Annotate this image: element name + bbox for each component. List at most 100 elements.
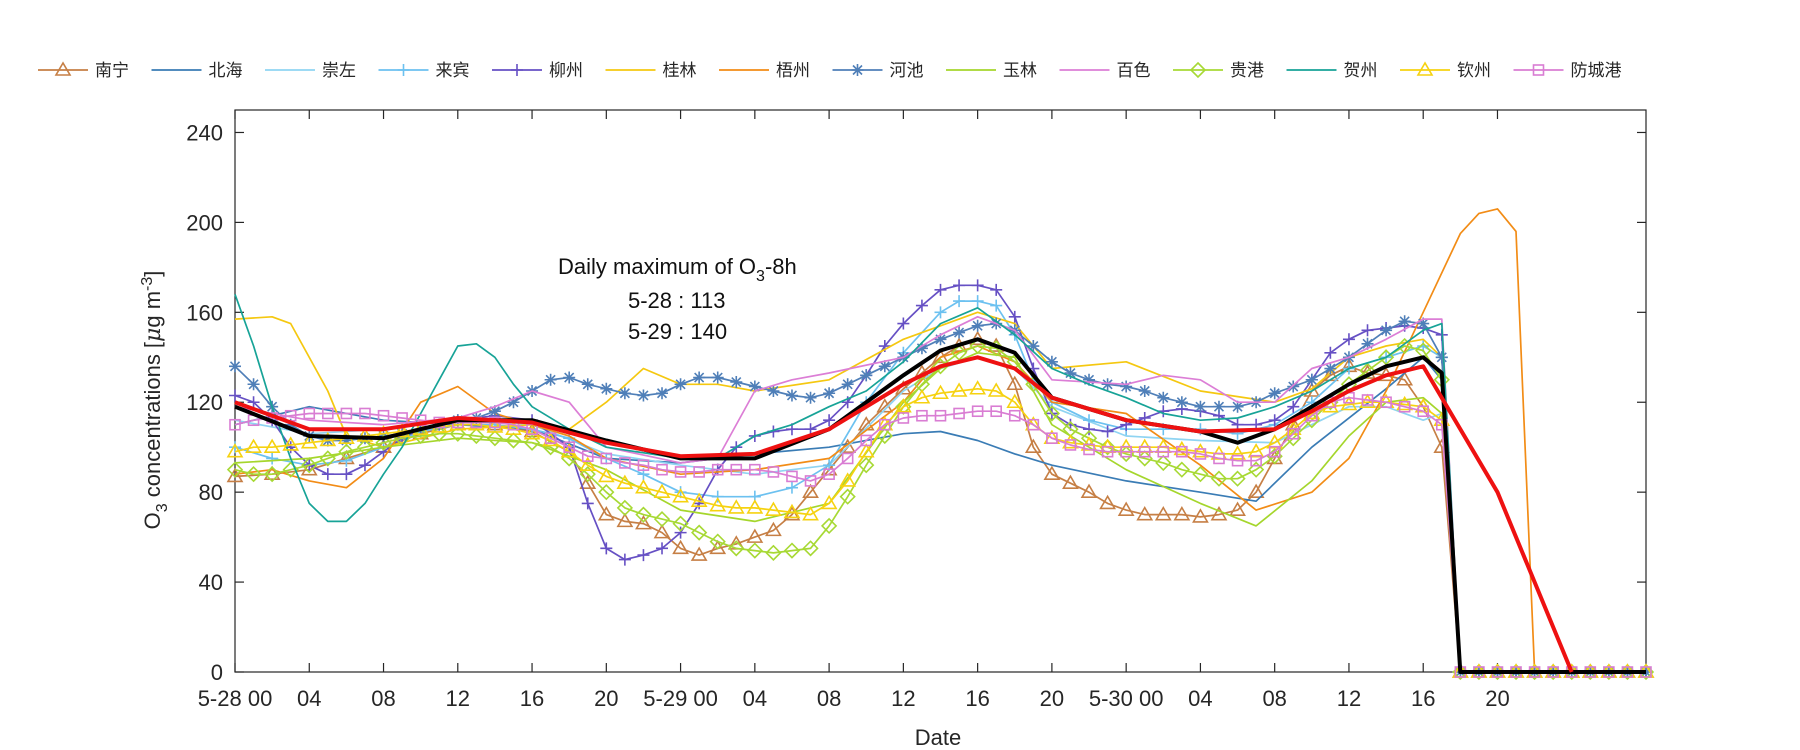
data-point-marker [841, 452, 854, 465]
data-point-marker [1305, 373, 1318, 386]
data-point-marker [581, 450, 594, 462]
x-tick-label: 5-29 00 [643, 686, 718, 711]
data-point-marker [358, 459, 371, 472]
data-point-marker [915, 299, 928, 312]
data-point-marker [860, 434, 873, 447]
data-point-marker [301, 457, 318, 474]
data-point-marker [765, 521, 782, 537]
data-point-marker [1396, 371, 1414, 386]
y-axis-title: O3 concentrations [μg m-3] [139, 271, 171, 530]
data-point-marker [247, 378, 260, 391]
data-point-marker [1342, 333, 1355, 346]
data-point-marker [303, 407, 316, 420]
legend-swatch-marker [54, 61, 72, 76]
data-point-marker [356, 439, 374, 456]
data-point-marker [690, 546, 708, 561]
data-point-marker [897, 412, 910, 424]
x-tick-label: 16 [965, 686, 989, 711]
x-tick-label: 20 [1485, 686, 1509, 711]
legend-label: 防城港 [1571, 61, 1622, 80]
series-group [226, 208, 1655, 681]
data-point-marker [894, 398, 912, 413]
data-point-marker [672, 539, 689, 555]
data-point-marker [1043, 465, 1061, 480]
legend-label: 百色 [1117, 61, 1151, 80]
x-tick-label: 16 [520, 686, 544, 711]
data-point-marker [876, 427, 893, 445]
data-point-marker [672, 488, 689, 503]
plot-area-box [234, 109, 1647, 673]
legend-item-崇左: 崇左 [265, 61, 356, 80]
data-point-marker [321, 468, 334, 481]
data-point-marker [1027, 418, 1040, 431]
legend-item-南宁: 南宁 [38, 61, 129, 80]
x-tick-label: 5-30 00 [1089, 686, 1164, 711]
data-point-marker [1213, 452, 1225, 465]
data-point-marker [934, 409, 947, 422]
data-point-marker [1194, 448, 1207, 460]
legend-item-贵港: 贵港 [1173, 61, 1264, 80]
y-tick-label: 40 [199, 570, 223, 595]
data-point-marker [971, 319, 984, 332]
data-point-marker [674, 526, 687, 539]
data-point-marker [727, 499, 745, 514]
data-point-marker [1173, 506, 1191, 521]
legend-label: 南宁 [95, 61, 129, 80]
legend-item-钦州: 钦州 [1400, 61, 1491, 80]
data-point-marker [672, 515, 689, 532]
data-point-marker [693, 371, 706, 384]
data-point-marker [377, 409, 390, 422]
data-point-marker [635, 515, 652, 530]
legend-item-北海: 北海 [151, 61, 243, 80]
data-point-marker [1155, 454, 1172, 472]
legend-item-桂林: 桂林 [605, 61, 697, 80]
legend-item-河池: 河池 [832, 61, 924, 80]
data-point-marker [1008, 409, 1021, 422]
data-point-marker [987, 382, 1005, 397]
data-point-marker [990, 283, 1003, 296]
data-point-marker [823, 468, 835, 480]
data-point-marker [245, 466, 262, 483]
data-point-marker [674, 378, 687, 391]
data-point-marker [544, 373, 557, 386]
data-point-marker [579, 474, 597, 489]
x-tick-label: 20 [1040, 686, 1064, 711]
data-point-marker [691, 524, 708, 541]
data-point-marker [1231, 400, 1244, 413]
data-point-marker [263, 438, 281, 454]
x-tick-label: 08 [817, 686, 841, 711]
series-line [234, 387, 1646, 673]
data-point-marker [1192, 443, 1209, 458]
data-point-marker [932, 384, 949, 400]
data-point-marker [1212, 400, 1225, 413]
data-point-marker [748, 380, 761, 393]
data-point-marker [1173, 440, 1191, 456]
data-point-marker [523, 425, 541, 440]
data-point-marker [1268, 445, 1281, 458]
data-point-marker [598, 484, 615, 501]
x-tick-label: 08 [371, 686, 395, 711]
data-point-marker [226, 467, 244, 483]
data-point-marker [1008, 310, 1021, 323]
legend-label: 贵港 [1230, 61, 1264, 80]
data-point-marker [785, 389, 798, 402]
data-point-marker [1080, 483, 1098, 498]
y-tick-label: 0 [211, 660, 223, 685]
data-point-marker [1062, 474, 1079, 489]
data-point-marker [226, 443, 244, 458]
legend-item-玉林: 玉林 [946, 61, 1037, 80]
data-point-marker [229, 389, 241, 402]
data-point-marker [1398, 400, 1411, 413]
data-point-marker [1380, 396, 1392, 409]
data-point-marker [1268, 387, 1281, 400]
data-point-marker [300, 434, 318, 449]
data-point-marker [897, 317, 910, 330]
data-point-marker [730, 376, 743, 389]
data-point-marker [1045, 355, 1058, 368]
legend-label: 玉林 [1003, 61, 1037, 80]
data-point-marker [1250, 454, 1262, 467]
data-point-marker [1247, 461, 1265, 478]
data-point-marker [915, 342, 928, 355]
